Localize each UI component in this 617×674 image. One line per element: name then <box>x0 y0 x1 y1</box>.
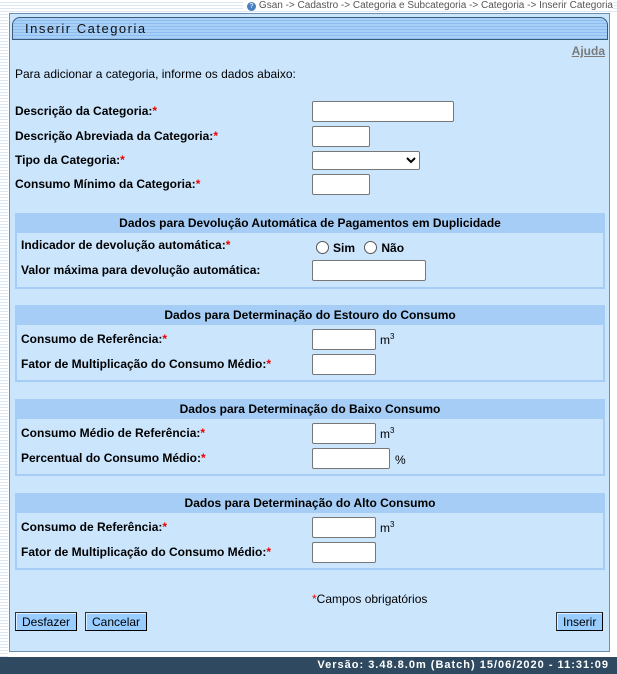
section-title: Dados para Determinação do Baixo Consumo <box>17 401 603 419</box>
alto-fator-label: Fator de Multiplicação do Consumo Médio:… <box>21 545 272 559</box>
estouro-fator-input[interactable] <box>312 354 376 375</box>
left-stripes <box>0 0 8 657</box>
estouro-ref-input[interactable] <box>312 329 376 350</box>
section-devolucao: Dados para Devolução Automática de Pagam… <box>15 213 605 289</box>
cancelar-button[interactable]: Cancelar <box>85 612 148 631</box>
inserir-button[interactable]: Inserir <box>556 612 604 631</box>
tipo-label: Tipo da Categoria:* <box>15 153 125 167</box>
version-footer: Versão: 3.48.8.0m (Batch) 15/06/2020 - 1… <box>0 657 617 674</box>
intro-text: Para adicionar a categoria, informe os d… <box>15 67 296 81</box>
section-alto: Dados para Determinação do Alto Consumo <box>15 493 605 570</box>
tipo-select[interactable] <box>312 151 420 170</box>
valor-label: Valor máxima para devolução automática: <box>21 263 261 277</box>
alto-ref-label: Consumo de Referência:* <box>21 520 168 534</box>
consumo-minimo-label: Consumo Mínimo da Categoria:* <box>15 177 201 191</box>
abreviada-input[interactable] <box>312 126 370 147</box>
help-icon: ? <box>246 2 256 11</box>
alto-ref-input[interactable] <box>312 517 376 538</box>
estouro-ref-label: Consumo de Referência:* <box>21 332 168 346</box>
desfazer-button[interactable]: Desfazer <box>15 612 78 631</box>
unit-m3: m3 <box>380 520 395 535</box>
baixo-ref-label: Consumo Médio de Referência:* <box>21 426 206 440</box>
alto-fator-input[interactable] <box>312 542 376 563</box>
section-estouro: Dados para Determinação do Estouro do Co… <box>15 305 605 382</box>
section-baixo: Dados para Determinação do Baixo Consumo <box>15 399 605 476</box>
baixo-perc-input[interactable] <box>312 448 390 469</box>
baixo-perc-label: Percentual do Consumo Médio:* <box>21 451 206 465</box>
estouro-fator-label: Fator de Multiplicação do Consumo Médio:… <box>21 357 272 371</box>
descricao-label: Descrição da Categoria:* <box>15 104 158 118</box>
consumo-minimo-input[interactable] <box>312 174 370 195</box>
unit-percent: % <box>395 453 406 467</box>
valor-input[interactable] <box>312 260 426 281</box>
help-link[interactable]: Ajuda <box>571 44 605 58</box>
required-note: *Campos obrigatórios <box>312 592 428 606</box>
breadcrumb: ? Gsan -> Cadastro -> Categoria e Subcate… <box>242 0 613 11</box>
page-title: Inserir Categoria <box>12 17 608 40</box>
radio-sim[interactable] <box>316 241 329 254</box>
abreviada-label: Descrição Abreviada da Categoria:* <box>15 129 218 143</box>
breadcrumb-text: Gsan -> Cadastro -> Categoria e Subcateg… <box>258 0 613 11</box>
radio-nao[interactable] <box>364 241 378 254</box>
section-title: Dados para Devolução Automática de Pagam… <box>17 215 603 233</box>
descricao-input[interactable] <box>312 101 454 122</box>
unit-m3: m3 <box>380 426 395 441</box>
baixo-ref-input[interactable] <box>312 423 376 444</box>
unit-m3: m3 <box>380 332 395 347</box>
indicador-radios: Sim Não <box>316 241 404 255</box>
section-title: Dados para Determinação do Alto Consumo <box>17 495 603 513</box>
section-title: Dados para Determinação do Estouro do Co… <box>17 307 603 325</box>
indicador-label: Indicador de devolução automática:* <box>21 238 231 252</box>
